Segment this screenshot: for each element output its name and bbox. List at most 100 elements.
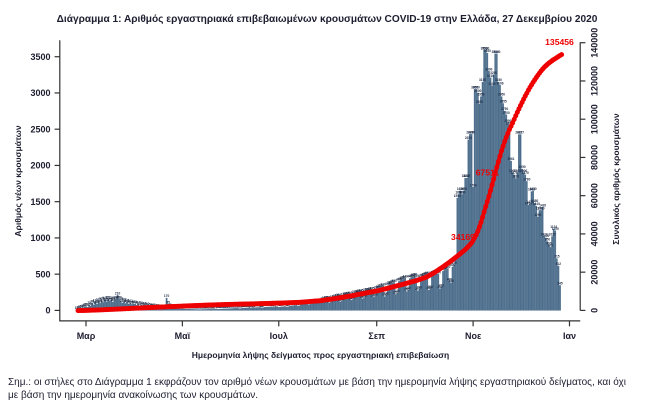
svg-text:110: 110: [101, 299, 106, 303]
svg-text:330: 330: [380, 283, 386, 287]
svg-text:145: 145: [109, 296, 115, 300]
svg-text:450: 450: [414, 274, 420, 278]
svg-text:2550: 2550: [506, 122, 513, 126]
svg-text:96: 96: [124, 300, 128, 304]
svg-text:1820: 1820: [512, 175, 519, 179]
svg-text:Συνολικός αριθμός κρουσμάτων: Συνολικός αριθμός κρουσμάτων: [611, 113, 621, 245]
svg-text:1650: 1650: [460, 187, 467, 191]
svg-text:270: 270: [368, 287, 374, 291]
svg-text:320: 320: [379, 283, 385, 287]
svg-text:280: 280: [406, 286, 412, 290]
svg-text:67511: 67511: [476, 168, 500, 178]
svg-text:1600: 1600: [455, 191, 462, 195]
svg-text:3150: 3150: [479, 78, 486, 82]
svg-text:93: 93: [132, 300, 136, 304]
svg-text:630: 630: [451, 261, 457, 265]
svg-text:88: 88: [95, 300, 99, 304]
svg-text:320: 320: [439, 283, 445, 287]
svg-text:560: 560: [444, 266, 450, 270]
svg-text:410: 410: [398, 277, 404, 281]
svg-text:440: 440: [407, 275, 413, 279]
svg-text:1825: 1825: [463, 174, 470, 178]
svg-text:88: 88: [133, 300, 137, 304]
svg-text:1700: 1700: [470, 183, 477, 187]
svg-text:150: 150: [113, 296, 119, 300]
svg-text:148: 148: [102, 296, 108, 300]
svg-text:3250: 3250: [490, 71, 497, 75]
svg-text:240: 240: [357, 289, 363, 293]
svg-text:1780: 1780: [523, 177, 530, 181]
svg-text:340: 340: [385, 282, 391, 286]
svg-text:10: 10: [75, 306, 79, 310]
svg-text:55: 55: [84, 303, 88, 307]
svg-text:1100: 1100: [552, 227, 559, 231]
svg-text:3210: 3210: [487, 74, 494, 78]
svg-text:1470: 1470: [526, 200, 533, 204]
svg-text:240: 240: [395, 289, 401, 293]
svg-text:1600: 1600: [458, 191, 465, 195]
svg-text:210: 210: [384, 291, 390, 295]
svg-text:126: 126: [107, 297, 113, 301]
svg-text:900: 900: [546, 241, 552, 245]
svg-text:2950: 2950: [498, 93, 505, 97]
svg-text:152: 152: [105, 295, 111, 299]
svg-text:180: 180: [371, 293, 377, 297]
svg-text:3540: 3540: [492, 50, 499, 54]
svg-text:500: 500: [35, 269, 50, 279]
svg-text:290: 290: [374, 285, 380, 289]
svg-text:135456: 135456: [545, 37, 574, 47]
svg-text:1020: 1020: [541, 233, 548, 237]
svg-text:83: 83: [130, 300, 134, 304]
svg-text:1000: 1000: [542, 234, 549, 238]
svg-text:265: 265: [366, 287, 372, 291]
svg-text:3050: 3050: [473, 85, 480, 89]
svg-text:170: 170: [164, 294, 170, 298]
svg-text:950: 950: [545, 238, 551, 242]
svg-text:135: 135: [112, 297, 118, 301]
svg-text:3550: 3550: [484, 49, 491, 53]
svg-text:3540: 3540: [493, 50, 500, 54]
svg-text:3300: 3300: [485, 67, 492, 71]
svg-text:550: 550: [442, 267, 448, 271]
svg-text:170: 170: [361, 294, 367, 298]
svg-text:280: 280: [426, 286, 432, 290]
svg-text:200: 200: [342, 292, 348, 296]
svg-text:140: 140: [349, 296, 355, 300]
svg-text:1900: 1900: [514, 169, 521, 173]
svg-text:210: 210: [115, 291, 121, 295]
svg-text:25: 25: [237, 305, 241, 309]
svg-text:1900: 1900: [509, 169, 516, 173]
svg-text:20000: 20000: [590, 260, 600, 285]
svg-text:1440: 1440: [533, 202, 540, 206]
svg-text:2950: 2950: [477, 93, 484, 97]
svg-text:460: 460: [420, 273, 426, 277]
svg-text:Μαϊ: Μαϊ: [175, 331, 191, 341]
svg-text:56: 56: [141, 302, 145, 306]
svg-text:470: 470: [421, 272, 427, 276]
svg-text:85: 85: [166, 300, 170, 304]
svg-text:2855: 2855: [500, 100, 507, 104]
svg-text:2500: 2500: [30, 124, 50, 134]
svg-text:430: 430: [401, 275, 407, 279]
svg-text:440: 440: [402, 275, 408, 279]
svg-text:70: 70: [135, 301, 139, 305]
svg-text:190: 190: [382, 293, 388, 297]
svg-text:76: 76: [140, 301, 144, 305]
svg-text:Ημερομηνία λήψης δείγματος προ: Ημερομηνία λήψης δείγματος προς εργαστηρ…: [192, 350, 449, 360]
svg-text:2000: 2000: [30, 161, 50, 171]
svg-text:450: 450: [409, 274, 415, 278]
svg-text:Ιουλ: Ιουλ: [270, 331, 288, 341]
svg-text:1124: 1124: [550, 225, 557, 229]
svg-text:103: 103: [120, 299, 126, 303]
svg-text:2430: 2430: [468, 130, 475, 134]
svg-text:260: 260: [404, 288, 410, 292]
svg-text:3050: 3050: [471, 85, 478, 89]
svg-text:1870: 1870: [511, 171, 518, 175]
svg-text:3106: 3106: [496, 81, 503, 85]
svg-text:1020: 1020: [549, 233, 556, 237]
svg-text:3000: 3000: [30, 88, 50, 98]
svg-text:0: 0: [590, 308, 600, 313]
svg-text:128: 128: [118, 297, 124, 301]
svg-text:1950: 1950: [519, 165, 526, 169]
svg-text:15: 15: [76, 305, 80, 309]
